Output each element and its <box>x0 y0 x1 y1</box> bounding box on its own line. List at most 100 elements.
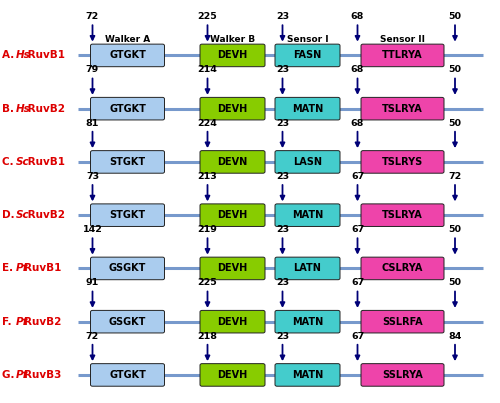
Text: Pf: Pf <box>16 370 28 380</box>
Text: 224: 224 <box>198 118 218 128</box>
Text: Walker A: Walker A <box>105 35 150 44</box>
Text: 72: 72 <box>86 12 99 21</box>
Text: 73: 73 <box>86 172 99 181</box>
Text: G.: G. <box>2 370 18 380</box>
FancyBboxPatch shape <box>200 44 265 67</box>
Text: C.: C. <box>2 157 17 167</box>
FancyBboxPatch shape <box>200 151 265 173</box>
Text: 84: 84 <box>448 332 462 341</box>
Text: 50: 50 <box>448 12 462 21</box>
Text: MATN: MATN <box>292 104 323 114</box>
Text: 50: 50 <box>448 278 462 287</box>
Text: Hs: Hs <box>16 104 30 114</box>
FancyBboxPatch shape <box>275 204 340 226</box>
FancyBboxPatch shape <box>275 98 340 120</box>
Text: DEVH: DEVH <box>218 210 248 220</box>
Text: 68: 68 <box>351 65 364 75</box>
Text: 23: 23 <box>276 172 289 181</box>
Text: LASN: LASN <box>293 157 322 167</box>
Text: 81: 81 <box>86 118 99 128</box>
FancyBboxPatch shape <box>200 310 265 333</box>
Text: CSLRYA: CSLRYA <box>382 264 423 273</box>
Text: 23: 23 <box>276 278 289 287</box>
Text: Sc: Sc <box>16 157 30 167</box>
Text: 213: 213 <box>198 172 218 181</box>
Text: 67: 67 <box>351 332 364 341</box>
FancyBboxPatch shape <box>90 310 164 333</box>
FancyBboxPatch shape <box>90 257 164 280</box>
FancyBboxPatch shape <box>361 310 444 333</box>
FancyBboxPatch shape <box>90 98 164 120</box>
Text: Walker B: Walker B <box>210 35 255 44</box>
Text: TSLRYA: TSLRYA <box>382 104 423 114</box>
Text: DEVH: DEVH <box>218 50 248 60</box>
Text: 50: 50 <box>448 118 462 128</box>
Text: MATN: MATN <box>292 370 323 380</box>
Text: 218: 218 <box>198 332 218 341</box>
Text: 219: 219 <box>198 225 218 234</box>
Text: SSLRYA: SSLRYA <box>382 370 423 380</box>
Text: B.: B. <box>2 104 17 114</box>
Text: Sensor I: Sensor I <box>286 35 329 44</box>
Text: Sc: Sc <box>16 210 30 220</box>
Text: D.: D. <box>2 210 18 220</box>
FancyBboxPatch shape <box>275 151 340 173</box>
FancyBboxPatch shape <box>361 98 444 120</box>
Text: TSLRYA: TSLRYA <box>382 210 423 220</box>
Text: TSLRYS: TSLRYS <box>382 157 423 167</box>
FancyBboxPatch shape <box>200 204 265 226</box>
Text: DEVH: DEVH <box>218 104 248 114</box>
FancyBboxPatch shape <box>361 44 444 67</box>
Text: FASN: FASN <box>294 50 322 60</box>
Text: DEVH: DEVH <box>218 370 248 380</box>
Text: Hs: Hs <box>16 50 30 60</box>
Text: A.: A. <box>2 50 18 60</box>
Text: DEVH: DEVH <box>218 264 248 273</box>
Text: SSLRFA: SSLRFA <box>382 317 423 327</box>
Text: RuvB1: RuvB1 <box>24 157 65 167</box>
FancyBboxPatch shape <box>200 364 265 386</box>
Text: RuvB1: RuvB1 <box>24 264 62 273</box>
FancyBboxPatch shape <box>361 364 444 386</box>
Text: GTGKT: GTGKT <box>109 370 146 380</box>
Text: E.: E. <box>2 264 16 273</box>
FancyBboxPatch shape <box>361 257 444 280</box>
Text: RuvB2: RuvB2 <box>24 104 65 114</box>
Text: 214: 214 <box>198 65 218 75</box>
Text: 50: 50 <box>448 225 462 234</box>
Text: Pf: Pf <box>16 317 28 327</box>
Text: 23: 23 <box>276 65 289 75</box>
Text: LATN: LATN <box>294 264 322 273</box>
Text: GSGKT: GSGKT <box>109 264 146 273</box>
Text: MATN: MATN <box>292 210 323 220</box>
FancyBboxPatch shape <box>90 151 164 173</box>
Text: 68: 68 <box>351 118 364 128</box>
Text: RuvB1: RuvB1 <box>24 50 65 60</box>
FancyBboxPatch shape <box>275 257 340 280</box>
FancyBboxPatch shape <box>275 364 340 386</box>
Text: TTLRYA: TTLRYA <box>382 50 423 60</box>
Text: DEVN: DEVN <box>218 157 248 167</box>
Text: GSGKT: GSGKT <box>109 317 146 327</box>
FancyBboxPatch shape <box>275 44 340 67</box>
FancyBboxPatch shape <box>200 98 265 120</box>
Text: STGKT: STGKT <box>110 157 146 167</box>
FancyBboxPatch shape <box>361 204 444 226</box>
FancyBboxPatch shape <box>361 151 444 173</box>
Text: GTGKT: GTGKT <box>109 50 146 60</box>
FancyBboxPatch shape <box>90 44 164 67</box>
Text: 23: 23 <box>276 118 289 128</box>
Text: 79: 79 <box>86 65 99 75</box>
Text: 68: 68 <box>351 12 364 21</box>
Text: 225: 225 <box>198 12 218 21</box>
Text: GTGKT: GTGKT <box>109 104 146 114</box>
FancyBboxPatch shape <box>275 310 340 333</box>
Text: 67: 67 <box>351 172 364 181</box>
Text: 23: 23 <box>276 225 289 234</box>
FancyBboxPatch shape <box>200 257 265 280</box>
Text: F.: F. <box>2 317 15 327</box>
Text: RuvB2: RuvB2 <box>24 317 62 327</box>
Text: MATN: MATN <box>292 317 323 327</box>
Text: DEVH: DEVH <box>218 317 248 327</box>
Text: 23: 23 <box>276 12 289 21</box>
